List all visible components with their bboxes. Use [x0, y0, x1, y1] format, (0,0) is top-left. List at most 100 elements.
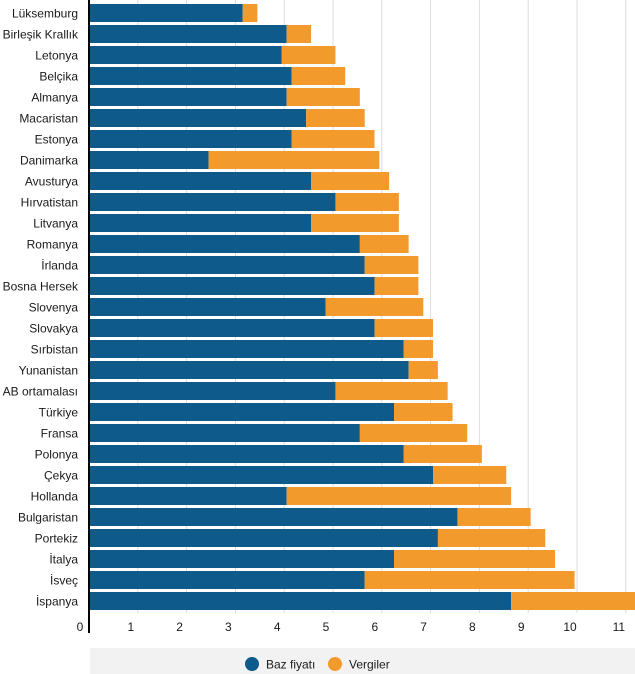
- bar-vergiler-yunanistan: [408, 361, 438, 379]
- category-label-irlanda: İrlanda: [41, 259, 78, 273]
- bar-baz-fiyati-almanya: [89, 88, 287, 106]
- bar-vergiler-estonya: [291, 130, 375, 148]
- bar-vergiler-portekiz: [437, 529, 546, 547]
- category-label-almanya: Almanya: [31, 91, 78, 105]
- category-label-ab-ortamalasi: AB ortamalası: [3, 385, 78, 399]
- bar-baz-fiyati-yunanistan: [89, 361, 409, 379]
- bar-baz-fiyati-turkiye: [89, 403, 394, 421]
- legend-label-vergiler: Vergiler: [349, 658, 390, 672]
- bar-vergiler-belcika: [291, 67, 346, 85]
- x-axis-ticks: 0 1 2 3 4 5 6 7 8 9 10 11: [77, 620, 626, 634]
- bar-vergiler-italya: [394, 550, 556, 568]
- category-label-turkiye: Türkiye: [39, 406, 79, 420]
- category-label-litvanya: Litvanya: [33, 217, 78, 231]
- bar-baz-fiyati-estonya: [89, 130, 292, 148]
- bar-vergiler-slovenya: [325, 298, 424, 316]
- bar-vergiler-ab-ortamalasi: [335, 382, 448, 400]
- x-tick-label-3: 3: [225, 620, 232, 634]
- bar-baz-fiyati-romanya: [89, 235, 360, 253]
- category-label-estonya: Estonya: [35, 133, 79, 147]
- category-label-danimarka: Danimarka: [20, 154, 78, 168]
- bar-vergiler-luksemburg: [242, 4, 258, 22]
- bar-baz-fiyati-bulgaristan: [89, 508, 458, 526]
- bar-baz-fiyati-polonya: [89, 445, 404, 463]
- bar-baz-fiyati-belcika: [89, 67, 292, 85]
- legend-label-baz-fiyati: Baz fiyatı: [266, 658, 315, 672]
- bar-vergiler-sirbistan: [403, 340, 434, 358]
- bar-vergiler-cekya: [433, 466, 507, 484]
- category-label-slovakya: Slovakya: [29, 322, 78, 336]
- category-label-yunanistan: Yunanistan: [19, 364, 78, 378]
- x-tick-label-7: 7: [420, 620, 427, 634]
- bar-baz-fiyati-birlesik-krallik: [89, 25, 287, 43]
- bar-vergiler-romanya: [359, 235, 409, 253]
- bar-baz-fiyati-ab-ortamalasi: [89, 382, 336, 400]
- bar-baz-fiyati-luksemburg: [89, 4, 243, 22]
- bar-vergiler-almanya: [286, 88, 360, 106]
- bar-baz-fiyati-ispanya: [89, 592, 512, 610]
- category-labels: Lüksemburg Birleşik Krallık Letonya Belçika…: [3, 7, 79, 609]
- legend-swatch-baz-fiyati: [245, 657, 259, 671]
- category-label-hollanda: Hollanda: [31, 490, 79, 504]
- x-tick-label-9: 9: [518, 620, 525, 634]
- bar-baz-fiyati-letonya: [89, 46, 282, 64]
- bar-baz-fiyati-isvec: [89, 571, 365, 589]
- category-label-slovenya: Slovenya: [29, 301, 79, 315]
- bar-vergiler-ispanya: [511, 592, 635, 610]
- legend: Baz fiyatı Vergiler: [90, 648, 635, 674]
- bar-baz-fiyati-bosna-hersek: [89, 277, 375, 295]
- bar-baz-fiyati-avusturya: [89, 172, 312, 190]
- category-label-italya: İtalya: [49, 553, 78, 567]
- x-tick-label-4: 4: [274, 620, 281, 634]
- bar-vergiler-avusturya: [311, 172, 390, 190]
- legend-background: [90, 648, 635, 674]
- bar-vergiler-isvec: [364, 571, 575, 589]
- bar-vergiler-turkiye: [394, 403, 453, 421]
- category-label-belcika: Belçika: [39, 70, 78, 84]
- bar-baz-fiyati-litvanya: [89, 214, 312, 232]
- x-tick-label-6: 6: [371, 620, 378, 634]
- bar-baz-fiyati-danimarka: [89, 151, 209, 169]
- category-label-luksemburg: Lüksemburg: [12, 7, 78, 21]
- category-label-macaristan: Macaristan: [19, 112, 78, 126]
- bar-vergiler-litvanya: [311, 214, 399, 232]
- bar-baz-fiyati-macaristan: [89, 109, 307, 127]
- x-tick-label-1: 1: [127, 620, 134, 634]
- bar-vergiler-birlesik-krallik: [286, 25, 312, 43]
- bar-vergiler-letonya: [281, 46, 336, 64]
- bar-baz-fiyati-hollanda: [89, 487, 287, 505]
- bar-vergiler-slovakya: [374, 319, 434, 337]
- bar-baz-fiyati-slovenya: [89, 298, 326, 316]
- x-tick-label-5: 5: [323, 620, 330, 634]
- bars: [89, 4, 635, 610]
- category-label-polonya: Polonya: [35, 448, 79, 462]
- bar-baz-fiyati-fransa: [89, 424, 360, 442]
- bar-vergiler-fransa: [359, 424, 468, 442]
- bar-vergiler-hollanda: [286, 487, 512, 505]
- category-label-avusturya: Avusturya: [25, 175, 78, 189]
- bar-baz-fiyati-slovakya: [89, 319, 375, 337]
- bar-vergiler-polonya: [403, 445, 482, 463]
- bar-vergiler-macaristan: [306, 109, 365, 127]
- bar-baz-fiyati-hirvatistan: [89, 193, 336, 211]
- bar-vergiler-bulgaristan: [457, 508, 531, 526]
- category-label-bulgaristan: Bulgaristan: [18, 511, 78, 525]
- category-label-isvec: İsveç: [50, 574, 78, 588]
- x-tick-label-10: 10: [563, 620, 577, 634]
- bar-vergiler-bosna-hersek: [374, 277, 419, 295]
- bar-baz-fiyati-cekya: [89, 466, 434, 484]
- category-label-sirbistan: Sırbistan: [31, 343, 78, 357]
- category-label-fransa: Fransa: [41, 427, 79, 441]
- x-tick-label-0: 0: [77, 620, 84, 634]
- x-tick-label-11: 11: [613, 620, 626, 634]
- category-label-birlesik-krallik: Birleşik Krallık: [3, 28, 79, 42]
- category-label-portekiz: Portekiz: [35, 532, 78, 546]
- category-label-hirvatistan: Hırvatistan: [21, 196, 78, 210]
- bar-vergiler-danimarka: [208, 151, 380, 169]
- category-label-romanya: Romanya: [27, 238, 79, 252]
- bar-baz-fiyati-sirbistan: [89, 340, 404, 358]
- bar-baz-fiyati-italya: [89, 550, 394, 568]
- category-label-ispanya: İspanya: [36, 595, 78, 609]
- bar-vergiler-irlanda: [364, 256, 419, 274]
